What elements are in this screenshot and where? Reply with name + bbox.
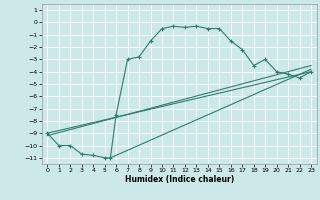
X-axis label: Humidex (Indice chaleur): Humidex (Indice chaleur): [124, 175, 234, 184]
